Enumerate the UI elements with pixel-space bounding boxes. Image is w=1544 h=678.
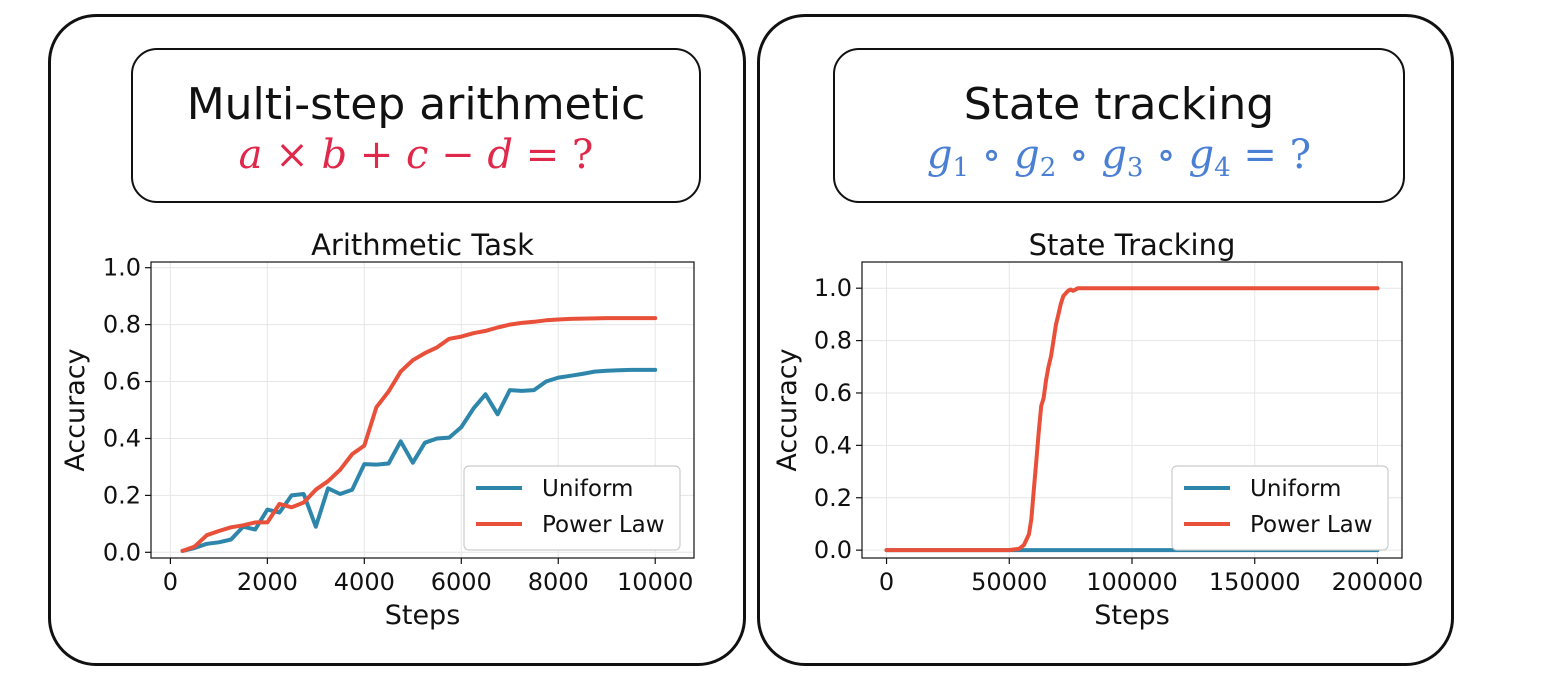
x-tick-label: 100000 xyxy=(1086,568,1178,596)
formula-subscript: 2 xyxy=(1039,153,1057,183)
x-tick-label: 6000 xyxy=(431,568,492,596)
formula-operator: = xyxy=(525,132,560,178)
chart-title: Arithmetic Task xyxy=(311,228,534,262)
y-tick-label: 0.0 xyxy=(103,538,141,566)
y-tick-label: 0.4 xyxy=(103,424,141,452)
formula-operator: ∘ xyxy=(981,132,1002,178)
x-tick-label: 150000 xyxy=(1209,568,1301,596)
x-tick-label: 10000 xyxy=(617,568,693,596)
x-tick-label: 50000 xyxy=(971,568,1047,596)
y-tick-label: 1.0 xyxy=(814,274,852,302)
arithmetic-header-box: Multi-step arithmetic a × b + c − d = ? xyxy=(131,48,701,203)
arithmetic-panel: Multi-step arithmetic a × b + c − d = ? xyxy=(48,14,746,666)
formula-unknown: ? xyxy=(1289,132,1312,178)
y-tick-label: 0.8 xyxy=(103,311,141,339)
formula-operator: × xyxy=(275,132,309,178)
state-tracking-formula: g1 ∘ g2 ∘ g3 ∘ g4 = ? xyxy=(835,132,1403,181)
legend: Uniform Power Law xyxy=(1171,465,1389,551)
formula-subscript: 1 xyxy=(952,153,970,183)
formula-operator: = xyxy=(1243,132,1277,178)
legend-label: Power Law xyxy=(1250,512,1373,538)
chart-title: State Tracking xyxy=(1029,228,1236,262)
y-tick-label: 0.6 xyxy=(814,379,852,407)
series-line-power-law xyxy=(180,316,658,553)
y-tick-label: 0.6 xyxy=(103,368,141,396)
y-tick-label: 0.4 xyxy=(814,431,852,459)
formula-var: a xyxy=(238,132,263,178)
x-tick-label: 8000 xyxy=(528,568,589,596)
x-tick-label: 2000 xyxy=(237,568,298,596)
x-tick-label: 0 xyxy=(163,568,178,596)
state-tracking-panel: State tracking g1 ∘ g2 ∘ g3 ∘ g4 = ? xyxy=(757,14,1454,666)
state-tracking-header-box: State tracking g1 ∘ g2 ∘ g3 ∘ g4 = ? xyxy=(833,48,1405,203)
y-tick-label: 0.2 xyxy=(814,484,852,512)
y-axis-label: Accuracy xyxy=(772,348,803,471)
arithmetic-formula: a × b + c − d = ? xyxy=(133,132,699,178)
plot-frame xyxy=(150,261,695,559)
formula-var: g xyxy=(1014,132,1040,178)
formula-operator: − xyxy=(441,132,475,178)
y-tick-label: 0.2 xyxy=(103,481,141,509)
state-tracking-header-title: State tracking xyxy=(963,79,1275,130)
arithmetic-header-title: Multi-step arithmetic xyxy=(186,79,646,130)
formula-unknown: ? xyxy=(571,132,594,178)
formula-var: b xyxy=(321,132,348,178)
x-tick-label: 4000 xyxy=(334,568,395,596)
x-tick-label: 0 xyxy=(879,568,894,596)
formula-var: c xyxy=(406,132,429,178)
formula-subscript: 3 xyxy=(1126,153,1144,183)
chart-2: 0 50000 100000 150000 200000 0.0 0.2 0.4 0.6 0.8 1… xyxy=(772,228,1423,631)
formula-operator: + xyxy=(359,132,394,178)
formula-operator: ∘ xyxy=(1156,132,1176,178)
legend-label: Uniform xyxy=(542,476,633,502)
legend: Uniform Power Law xyxy=(463,465,681,551)
y-tick-label: 1.0 xyxy=(103,254,141,282)
formula-subscript: 4 xyxy=(1214,153,1231,183)
formula-var: d xyxy=(487,132,513,178)
legend-label: Power Law xyxy=(542,512,665,538)
series-line-uniform xyxy=(180,367,658,553)
x-axis-label: Steps xyxy=(1094,600,1170,631)
formula-var: g xyxy=(1101,132,1127,178)
y-tick-label: 0.0 xyxy=(814,536,852,564)
formula-var: g xyxy=(926,132,953,178)
legend-label: Uniform xyxy=(1250,476,1341,502)
chart-1: 0 2000 4000 6000 8000 10000 0.0 0.2 0.4 0.6 0.8 1.0… xyxy=(60,228,695,631)
formula-var: g xyxy=(1188,132,1215,178)
formula-operator: ∘ xyxy=(1068,132,1089,178)
series-line-power-law xyxy=(884,286,1380,553)
x-tick-label: 200000 xyxy=(1332,568,1424,596)
y-axis-label: Accuracy xyxy=(60,348,91,471)
y-tick-label: 0.8 xyxy=(814,327,852,355)
x-axis-label: Steps xyxy=(385,600,461,631)
